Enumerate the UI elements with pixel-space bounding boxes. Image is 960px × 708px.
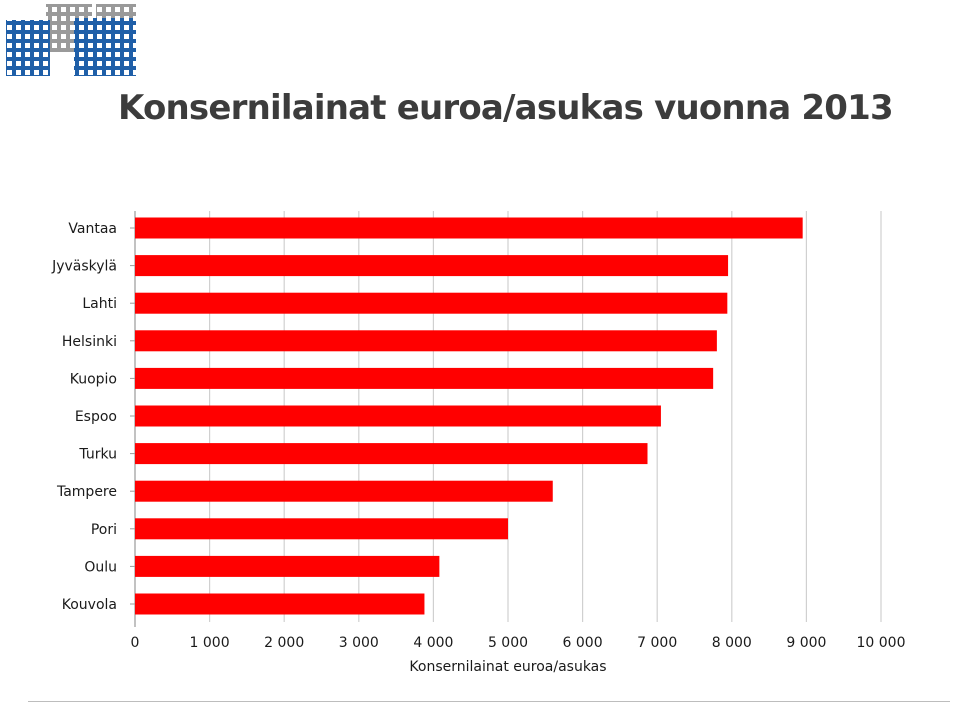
logo: [6, 4, 138, 76]
x-axis-label: Konsernilainat euroa/asukas: [409, 659, 606, 675]
bar: [135, 292, 728, 314]
x-tick-label: 8 000: [712, 635, 752, 651]
bar: [135, 330, 717, 352]
bar: [135, 255, 729, 277]
x-tick-label: 6 000: [563, 635, 603, 651]
category-label: Jyväskylä: [51, 259, 117, 275]
category-label: Turku: [78, 447, 117, 463]
x-tick-label: 0: [131, 635, 140, 651]
category-label: Kouvola: [62, 597, 117, 613]
category-label: Helsinki: [62, 334, 117, 350]
x-tick-label: 9 000: [786, 635, 826, 651]
bar: [135, 443, 648, 465]
bar: [135, 593, 425, 615]
bar: [135, 518, 508, 540]
category-label: Vantaa: [68, 221, 117, 237]
footer-divider: [28, 701, 950, 702]
x-tick-label: 3 000: [339, 635, 379, 651]
category-label: Tampere: [56, 484, 117, 500]
x-tick-label: 10 000: [857, 635, 906, 651]
x-tick-label: 1 000: [190, 635, 230, 651]
chart-title: Konsernilainat euroa/asukas vuonna 2013: [118, 88, 894, 128]
bar: [135, 480, 553, 502]
category-label: Kuopio: [70, 371, 117, 387]
bar: [135, 405, 661, 427]
category-label: Oulu: [84, 559, 117, 575]
x-tick-label: 7 000: [637, 635, 677, 651]
category-label: Espoo: [75, 409, 117, 425]
bar: [135, 555, 440, 577]
x-tick-label: 5 000: [488, 635, 528, 651]
x-tick-label: 4 000: [413, 635, 453, 651]
bar: [135, 367, 714, 389]
bar: [135, 217, 803, 239]
category-label: Lahti: [82, 296, 117, 312]
category-label: Pori: [91, 522, 117, 538]
x-tick-label: 2 000: [264, 635, 304, 651]
